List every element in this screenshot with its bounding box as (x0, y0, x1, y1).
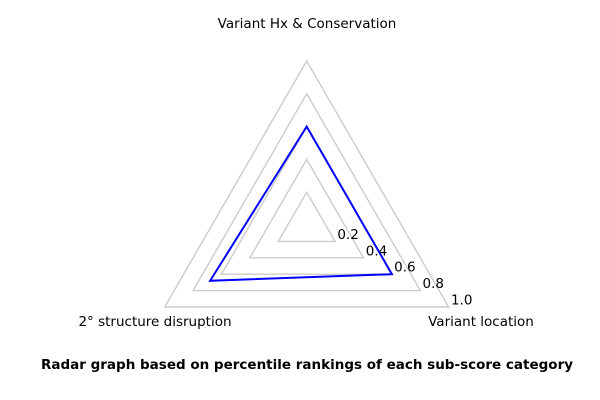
tick-label-0.4: 0.4 (366, 243, 387, 259)
axis-label-variant-hx-conservation: Variant Hx & Conservation (217, 16, 397, 32)
grid-ring-0.8 (191, 92, 422, 292)
axis-label-variant-location: Variant location (428, 314, 534, 330)
grid-ring-1.0 (163, 59, 450, 308)
data-polygon-percentile-ranking (208, 124, 394, 282)
tick-label-0.6: 0.6 (394, 260, 415, 276)
grid-ring-0.4 (248, 157, 365, 259)
tick-label-1.0: 1.0 (451, 293, 472, 309)
tick-label-0.2: 0.2 (337, 227, 358, 243)
figure-caption: Radar graph based on percentile rankings… (40, 357, 574, 373)
grid-ring-0.2 (277, 190, 337, 243)
axis-label-secondary-structure-disruption: 2° structure disruption (78, 314, 232, 330)
tick-label-0.8: 0.8 (423, 276, 444, 292)
